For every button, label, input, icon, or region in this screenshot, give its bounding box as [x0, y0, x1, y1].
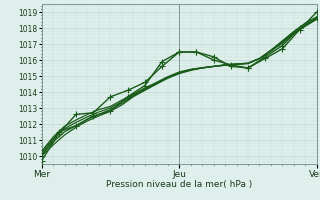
X-axis label: Pression niveau de la mer( hPa ): Pression niveau de la mer( hPa ) [106, 180, 252, 189]
